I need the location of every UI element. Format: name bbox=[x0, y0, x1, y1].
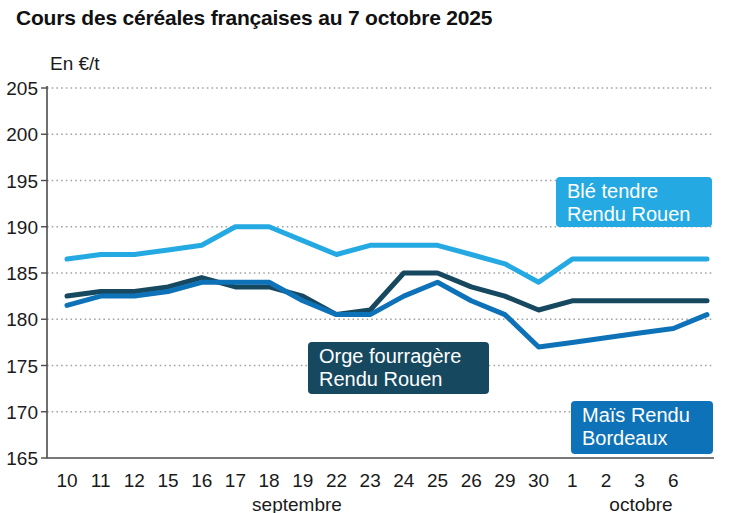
y-axis-label-180: 180 bbox=[6, 309, 38, 330]
series-label-text-mais-rendu-bordeaux-1: Maïs Rendu bbox=[582, 404, 690, 426]
series-label-text-orge-fourragere-rendu-rouen-1: Orge fourragère bbox=[319, 345, 461, 367]
series-line-ble-tendre-rendu-rouen bbox=[67, 227, 707, 282]
y-axis-label-165: 165 bbox=[6, 448, 38, 469]
x-axis-label-22: 22 bbox=[326, 470, 347, 491]
x-axis-label-18: 18 bbox=[259, 470, 280, 491]
x-axis-label-26: 26 bbox=[461, 470, 482, 491]
y-axis-label-200: 200 bbox=[6, 124, 38, 145]
x-axis-label-15: 15 bbox=[157, 470, 178, 491]
series-label-text-orge-fourragere-rendu-rouen-2: Rendu Rouen bbox=[319, 368, 442, 390]
series-label-text-mais-rendu-bordeaux-2: Bordeaux bbox=[582, 427, 668, 449]
x-axis-label-25: 25 bbox=[427, 470, 448, 491]
x-axis-label-23: 23 bbox=[360, 470, 381, 491]
month-label-octobre: octobre bbox=[609, 494, 672, 513]
x-axis-label-30: 30 bbox=[528, 470, 549, 491]
x-axis-label-12: 12 bbox=[124, 470, 145, 491]
x-axis-label-24: 24 bbox=[393, 470, 415, 491]
x-axis-label-17: 17 bbox=[225, 470, 246, 491]
x-axis-label-10: 10 bbox=[56, 470, 77, 491]
x-axis-label-16: 16 bbox=[191, 470, 212, 491]
x-axis-label-6: 6 bbox=[668, 470, 679, 491]
y-axis-label-205: 205 bbox=[6, 78, 38, 99]
x-axis-label-1: 1 bbox=[567, 470, 578, 491]
y-axis-label-170: 170 bbox=[6, 402, 38, 423]
series-label-text-ble-tendre-rendu-rouen-2: Rendu Rouen bbox=[567, 203, 690, 225]
x-axis-label-3: 3 bbox=[634, 470, 645, 491]
y-axis-label-175: 175 bbox=[6, 356, 38, 377]
series-label-text-ble-tendre-rendu-rouen-1: Blé tendre bbox=[567, 180, 658, 202]
month-label-septembre: septembre bbox=[252, 494, 342, 513]
cereal-price-chart: 1651701751801851901952002051011121516171… bbox=[0, 0, 747, 513]
y-axis-label-195: 195 bbox=[6, 171, 38, 192]
x-axis-label-29: 29 bbox=[494, 470, 515, 491]
y-axis-label-185: 185 bbox=[6, 263, 38, 284]
x-axis-label-11: 11 bbox=[91, 470, 111, 491]
x-axis-label-19: 19 bbox=[292, 470, 313, 491]
y-axis-label-190: 190 bbox=[6, 217, 38, 238]
x-axis-label-2: 2 bbox=[601, 470, 612, 491]
